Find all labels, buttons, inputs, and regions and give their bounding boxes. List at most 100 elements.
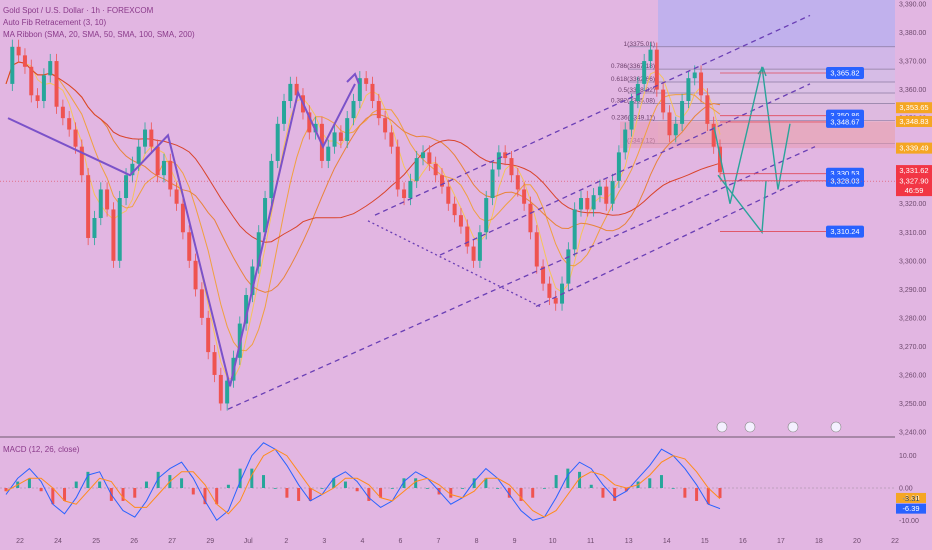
flag-us-icon bbox=[830, 421, 842, 433]
macd-y-tick-label: -10.00 bbox=[899, 518, 919, 525]
axis-price-tag-text: 3,348.83 bbox=[899, 117, 928, 126]
legend-macd-indicator[interactable]: MACD (12, 26, close) bbox=[3, 445, 80, 454]
macd-histogram-bar bbox=[308, 488, 312, 501]
macd-histogram-bar bbox=[226, 484, 230, 488]
zigzag-pattern-line bbox=[7, 83, 356, 387]
x-tick-label: 17 bbox=[777, 538, 785, 545]
axis-price-tag-text: 3,331.62 bbox=[899, 166, 928, 175]
candle-body bbox=[610, 180, 615, 204]
legend-symbol[interactable]: Gold Spot / U.S. Dollar · 1h · FOREXCOM bbox=[3, 6, 154, 15]
axis-price-tag-text: 3,339.49 bbox=[899, 144, 928, 153]
macd-histogram-bar bbox=[379, 488, 383, 498]
axis-price-tag bbox=[896, 185, 932, 197]
macd-histogram-bar bbox=[472, 478, 476, 488]
y-tick-label: 3,290.00 bbox=[899, 287, 926, 294]
candle-body bbox=[307, 112, 312, 133]
forecast-path-bearish bbox=[717, 174, 767, 235]
candle-body bbox=[699, 72, 704, 96]
legend-fib-indicator[interactable]: Auto Fib Retracement (3, 10) bbox=[3, 18, 107, 27]
x-tick-label: 16 bbox=[739, 538, 747, 545]
macd-histogram-bar bbox=[613, 488, 617, 501]
candle-body bbox=[541, 266, 546, 284]
candle-body bbox=[130, 163, 135, 176]
macd-histogram-bar bbox=[578, 471, 582, 488]
candle-body bbox=[446, 186, 451, 204]
candle-body bbox=[199, 289, 204, 318]
macd-value-tag bbox=[896, 492, 926, 503]
macd-histogram-bar bbox=[390, 488, 394, 489]
candle-body bbox=[421, 152, 426, 159]
macd-histogram-bar bbox=[203, 488, 207, 505]
macd-histogram-bar bbox=[671, 488, 675, 489]
macd-value-text: -3.31 bbox=[902, 494, 919, 503]
price-level-text: 3,310.24 bbox=[830, 227, 859, 236]
trend-dotted-line bbox=[367, 220, 541, 308]
macd-histogram-bar bbox=[659, 475, 663, 488]
candle-body bbox=[105, 189, 110, 210]
candle-body bbox=[585, 198, 590, 210]
candle-body bbox=[29, 66, 34, 96]
price-level-text: 3,330.53 bbox=[830, 169, 859, 178]
x-tick-label: 24 bbox=[54, 538, 62, 545]
channel-upper-line bbox=[374, 14, 811, 216]
candle-body bbox=[294, 83, 299, 96]
forecast-path-bullish bbox=[713, 66, 791, 204]
x-tick-label: 13 bbox=[625, 538, 633, 545]
price-level-text: 3,350.86 bbox=[830, 111, 859, 120]
candle-body bbox=[338, 132, 343, 141]
macd-histogram-bar bbox=[718, 488, 722, 498]
macd-histogram-bar bbox=[74, 481, 78, 488]
x-tick-label: 11 bbox=[587, 538, 594, 545]
candle-body bbox=[187, 232, 192, 261]
macd-histogram-bar bbox=[601, 488, 605, 498]
candle-body bbox=[60, 106, 65, 119]
x-tick-label: 6 bbox=[398, 538, 402, 545]
candle-body bbox=[452, 203, 457, 216]
candle-body bbox=[490, 169, 495, 199]
x-tick-label: 25 bbox=[92, 538, 100, 545]
candle-body bbox=[212, 352, 217, 375]
macd-histogram-bar bbox=[496, 488, 500, 489]
candle-body bbox=[117, 198, 122, 261]
price-level-badge bbox=[826, 225, 864, 238]
fib-level-label: 1(3375.01) bbox=[624, 41, 655, 48]
x-tick-label: 27 bbox=[168, 538, 176, 545]
x-tick-label: 20 bbox=[853, 538, 861, 545]
x-tick-label: 8 bbox=[475, 538, 479, 545]
candle-body bbox=[206, 317, 211, 353]
candle-body bbox=[705, 95, 710, 124]
candle-body bbox=[572, 209, 577, 250]
price-level-badge bbox=[826, 66, 864, 79]
candle-body bbox=[465, 226, 470, 247]
candle-body bbox=[604, 186, 609, 204]
candle-body bbox=[477, 232, 482, 261]
axis-price-tag-text: 3,353.65 bbox=[899, 103, 928, 112]
macd-histogram-bar bbox=[262, 475, 266, 488]
macd-histogram-bar bbox=[320, 488, 324, 489]
macd-histogram-bar bbox=[648, 478, 652, 488]
candle-body bbox=[458, 215, 463, 227]
candle-body bbox=[522, 189, 527, 204]
macd-histogram-bar bbox=[542, 488, 546, 489]
x-tick-label: 15 bbox=[701, 538, 709, 545]
macd-histogram-bar bbox=[215, 488, 219, 505]
price-level-text: 3,348.67 bbox=[830, 117, 859, 126]
macd-histogram-bar bbox=[519, 488, 523, 501]
moving-average-line bbox=[5, 61, 721, 293]
moving-average-line bbox=[5, 61, 721, 352]
axis-price-tag bbox=[896, 115, 932, 127]
candle-body bbox=[73, 129, 78, 147]
legend-ma-indicator[interactable]: MA Ribbon (SMA, 20, SMA, 50, SMA, 100, S… bbox=[3, 30, 195, 39]
macd-signal-line bbox=[5, 448, 721, 518]
candle-body bbox=[35, 95, 40, 102]
y-tick-label: 3,380.00 bbox=[899, 30, 926, 37]
candle-body bbox=[143, 129, 148, 147]
candle-body bbox=[225, 380, 230, 404]
candle-body bbox=[591, 195, 596, 210]
x-tick-label: 4 bbox=[360, 538, 364, 545]
x-tick-label: 26 bbox=[130, 538, 138, 545]
candle-body bbox=[86, 175, 91, 238]
x-tick-label: 2 bbox=[284, 538, 288, 545]
